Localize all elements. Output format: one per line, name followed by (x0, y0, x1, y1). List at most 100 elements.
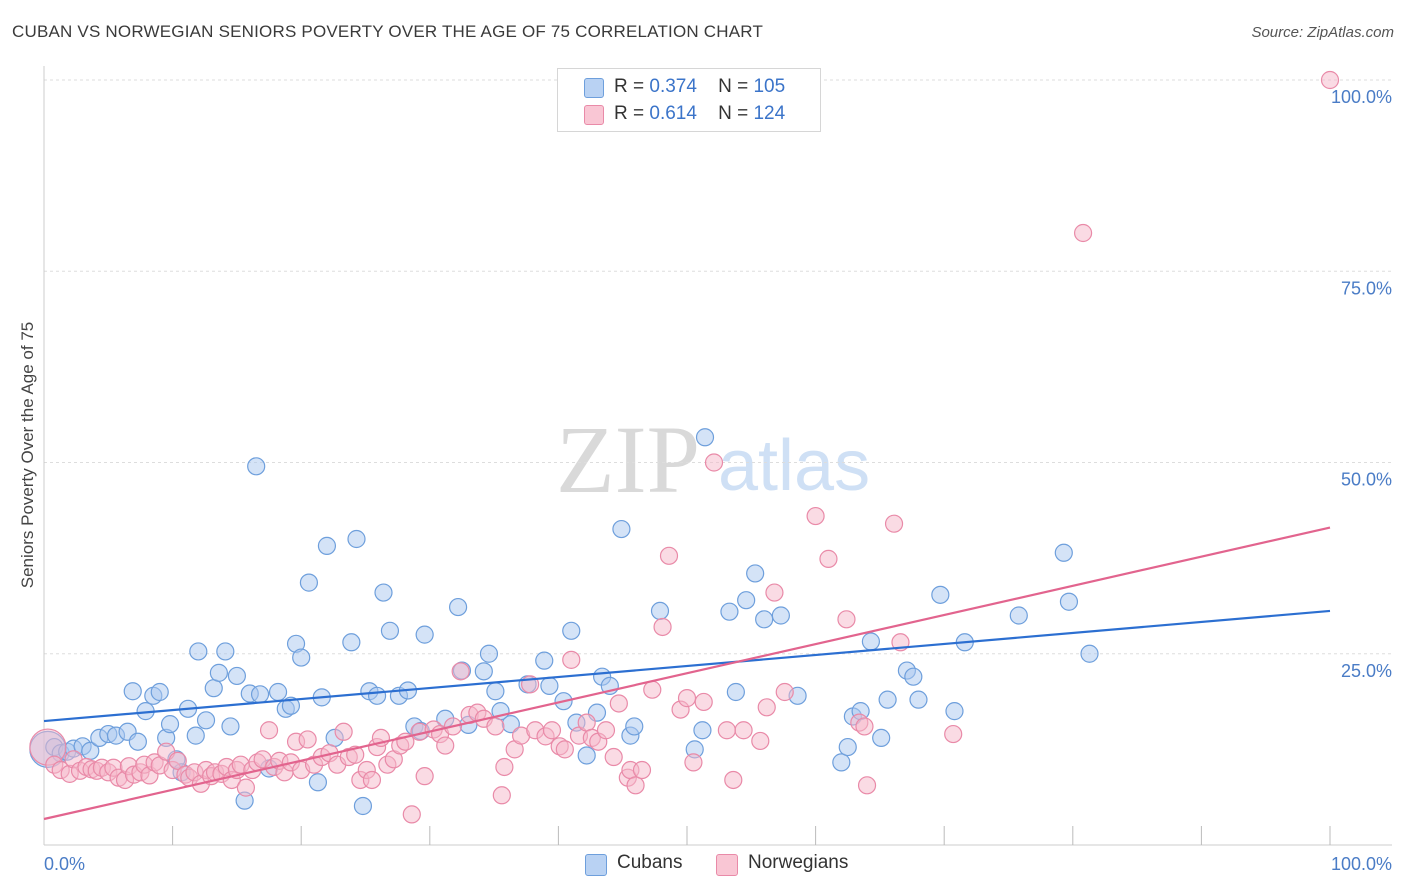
cuban-point (367, 686, 387, 705)
chart-title: CUBAN VS NORWEGIAN SENIORS POVERTY OVER … (12, 22, 764, 41)
cuban-point (204, 679, 223, 698)
cuban-point (693, 721, 712, 740)
cuban-point (221, 717, 240, 736)
legend-n-label: N = (718, 103, 749, 124)
cuban-point (123, 682, 142, 701)
norwegian-point (1320, 70, 1340, 90)
cuban-point (650, 601, 670, 621)
cuban-point (196, 711, 216, 730)
cuban-point (625, 717, 644, 736)
legend-n-value: 105 (753, 76, 786, 97)
cuban-point (931, 585, 950, 604)
bottom-legend-swatch-cubans (585, 854, 607, 876)
cuban-point (186, 726, 205, 745)
y-tick-label: 75.0% (1341, 278, 1392, 298)
cuban-point (281, 696, 301, 715)
x-tick-label: 100.0% (1331, 854, 1392, 874)
legend-r-label: R = (614, 103, 645, 124)
cuban-point (755, 610, 774, 629)
norwegian-point (596, 721, 616, 740)
norwegian-point (884, 514, 904, 533)
cuban-point (577, 746, 596, 765)
norwegian-point (819, 549, 838, 568)
norwegian-point (857, 776, 877, 795)
cuban-point (872, 728, 891, 748)
cuban-point (904, 667, 923, 686)
norwegian-point (451, 662, 470, 681)
norwegian-point (486, 717, 505, 736)
cuban-point (292, 648, 311, 667)
norwegian-point (757, 698, 776, 717)
y-tick-label: 50.0% (1341, 470, 1392, 490)
legend: R = 0.374 N = 105 R = 0.614 N = 124 (557, 68, 821, 132)
legend-text-cubans: R = 0.374 N = 105 (614, 76, 785, 98)
norwegian-point (775, 682, 794, 702)
cuban-point (838, 737, 857, 757)
legend-r-value: 0.614 (649, 103, 697, 124)
norwegian-point (495, 757, 514, 777)
cuban-point (535, 651, 554, 670)
cuban-point (448, 597, 468, 617)
norwegians-trend-line (43, 526, 1331, 821)
norwegian-point (604, 747, 623, 767)
cuban-point (150, 682, 169, 702)
watermark-zip: ZIP (556, 406, 700, 513)
source-label: Source: ZipAtlas.com (1251, 24, 1394, 41)
cuban-point (695, 428, 715, 447)
norwegian-point (577, 713, 596, 732)
y-tick-label: 25.0% (1341, 661, 1392, 681)
norwegian-point (402, 805, 421, 824)
norwegian-point (653, 617, 672, 637)
cuban-point (726, 682, 745, 702)
norwegian-point (806, 506, 825, 526)
cuban-point (486, 682, 505, 701)
cuban-point (861, 632, 880, 651)
axes (43, 66, 1392, 846)
cuban-point (160, 715, 180, 734)
cuban-point (189, 642, 208, 661)
cuban-point (746, 564, 765, 583)
norwegian-point (626, 776, 645, 795)
bottom-legend-swatch-norwegians (716, 854, 738, 876)
cuban-point (299, 573, 319, 592)
norwegian-point (562, 650, 581, 669)
legend-n-label: N = (718, 76, 749, 97)
norwegian-point (555, 740, 574, 759)
bottom-legend-label-norwegians: Norwegians (748, 852, 849, 873)
norwegian-point (855, 717, 874, 736)
y-tick-label: 100.0% (1331, 87, 1392, 107)
gridlines (44, 79, 1392, 655)
cuban-point (1054, 543, 1073, 562)
cuban-point (128, 732, 147, 751)
cuban-point (342, 633, 361, 652)
trend-lines (43, 526, 1331, 821)
cuban-point (612, 519, 631, 539)
norwegian-point (944, 724, 963, 744)
norwegian-point (362, 770, 382, 790)
cuban-point (737, 591, 756, 610)
cuban-point (540, 676, 559, 695)
cuban-point (308, 773, 328, 792)
cuban-point (1009, 606, 1028, 625)
norwegian-point (751, 731, 770, 751)
cuban-point (474, 662, 493, 681)
cuban-point (909, 690, 928, 709)
cuban-point (720, 602, 739, 621)
norwegian-point (168, 751, 187, 770)
norwegian-point (334, 722, 353, 741)
legend-swatch-cubans (584, 78, 604, 98)
cubans-trend-line (43, 609, 1331, 723)
cuban-point (479, 644, 499, 663)
legend-r-value: 0.374 (649, 76, 697, 97)
cuban-point (247, 457, 266, 476)
norwegian-point (1073, 223, 1093, 243)
norwegian-point (765, 583, 784, 602)
cuban-point (268, 682, 288, 702)
legend-text-norwegians: R = 0.614 N = 124 (614, 103, 785, 125)
cuban-point (380, 621, 400, 640)
norwegian-point (724, 770, 743, 790)
norwegian-point (298, 730, 317, 749)
cuban-point (209, 663, 228, 682)
cuban-point (832, 753, 851, 772)
cuban-point (353, 796, 373, 816)
